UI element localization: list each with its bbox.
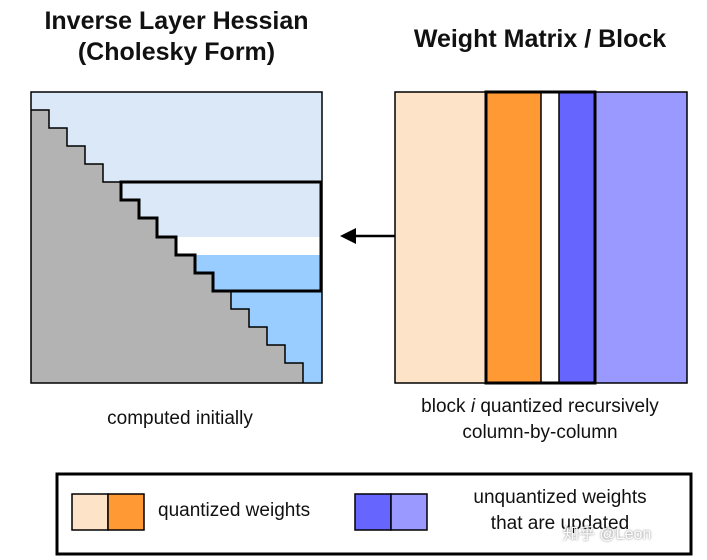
hessian-block-outline <box>119 180 323 293</box>
weight-block-outline <box>484 90 597 385</box>
legend-unquantized-line1: unquantized weights <box>473 487 647 508</box>
right-title: Weight Matrix / Block <box>413 25 667 53</box>
weight-quantized-region <box>395 92 486 383</box>
right-caption-line1: block i quantized recursively <box>370 394 707 420</box>
right-caption-line2: column-by-column <box>462 422 618 443</box>
weight-unquantized-region <box>595 92 687 383</box>
right-caption-prefix: block <box>421 396 471 417</box>
right-caption-italic: i <box>470 396 476 417</box>
left-title-line2: (Cholesky Form) <box>77 38 276 66</box>
watermark: 知乎 @Leon <box>563 526 652 543</box>
hessian-border <box>30 91 323 384</box>
weight-block-current <box>541 92 559 383</box>
right-caption: block i quantized recursively column-by-… <box>370 394 707 446</box>
left-title-line1: Inverse Layer Hessian <box>44 7 309 35</box>
right-caption-suffix: quantized recursively <box>475 396 659 417</box>
legend-box <box>55 472 693 556</box>
left-caption: computed initially <box>107 408 253 429</box>
legend-swatch-light-purple <box>390 493 428 531</box>
legend-swatch-dark-purple <box>354 493 392 531</box>
hessian-lower-triangle <box>31 110 303 383</box>
weight-block-orange <box>486 92 541 383</box>
legend-quantized-label: quantized weights <box>158 500 311 521</box>
weight-matrix <box>394 90 688 385</box>
legend-swatch-peach <box>71 493 109 531</box>
hessian-current-row <box>176 237 322 255</box>
hessian-matrix <box>30 91 323 384</box>
legend-swatch-orange <box>107 493 145 531</box>
legend-unquantized-line2: that are updated <box>490 513 630 534</box>
left-title: Inverse Layer Hessian (Cholesky Form) <box>10 6 343 68</box>
weight-block-purple <box>559 92 595 383</box>
legend-unquantized-label: unquantized weights that are updated <box>440 485 680 537</box>
